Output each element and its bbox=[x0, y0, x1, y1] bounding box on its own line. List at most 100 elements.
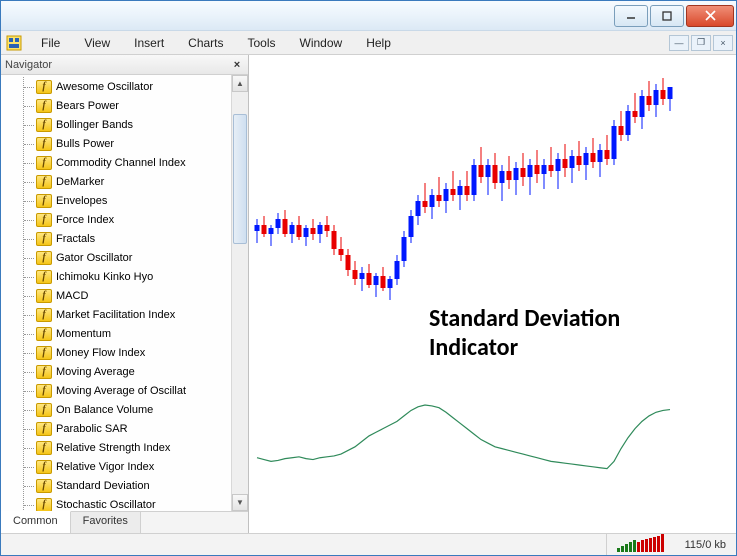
mdi-minimize-button[interactable]: — bbox=[669, 35, 689, 51]
connection-bars-icon bbox=[617, 538, 677, 552]
indicator-label: Bulls Power bbox=[56, 138, 114, 150]
indicator-item[interactable]: f Awesome Oscillator bbox=[24, 77, 231, 96]
indicator-item[interactable]: f Bears Power bbox=[24, 96, 231, 115]
indicator-icon: f bbox=[36, 422, 52, 436]
connection-text: 115/0 kb bbox=[685, 539, 726, 551]
status-connection: 115/0 kb bbox=[606, 534, 736, 555]
menu-file[interactable]: File bbox=[29, 33, 72, 53]
menu-tools[interactable]: Tools bbox=[236, 33, 288, 53]
indicator-icon: f bbox=[36, 251, 52, 265]
chart-canvas bbox=[249, 55, 736, 533]
maximize-button[interactable] bbox=[650, 5, 684, 27]
indicator-icon: f bbox=[36, 498, 52, 512]
indicator-item[interactable]: fGator Oscillator bbox=[24, 248, 231, 267]
indicator-item[interactable]: f On Balance Volume bbox=[24, 400, 231, 419]
indicator-item[interactable]: f Moving Average bbox=[24, 362, 231, 381]
indicator-icon: f bbox=[36, 232, 52, 246]
menu-view[interactable]: View bbox=[72, 33, 122, 53]
indicator-icon: f bbox=[36, 479, 52, 493]
indicator-label: MACD bbox=[56, 290, 88, 302]
indicator-item[interactable]: fMoving Average of Oscillat bbox=[24, 381, 231, 400]
indicator-label: Relative Strength Index bbox=[56, 442, 170, 454]
menu-insert[interactable]: Insert bbox=[122, 33, 176, 53]
indicator-label: On Balance Volume bbox=[56, 404, 153, 416]
statusbar: 115/0 kb bbox=[1, 533, 736, 555]
indicator-icon: f bbox=[36, 80, 52, 94]
indicator-icon: f bbox=[36, 460, 52, 474]
minimize-button[interactable] bbox=[614, 5, 648, 27]
app-icon bbox=[5, 34, 23, 52]
indicator-label: Parabolic SAR bbox=[56, 423, 128, 435]
indicator-item[interactable]: f Parabolic SAR bbox=[24, 419, 231, 438]
indicator-label: Ichimoku Kinko Hyo bbox=[56, 271, 153, 283]
indicator-label: Moving Average bbox=[56, 366, 135, 378]
indicator-label: Fractals bbox=[56, 233, 95, 245]
indicator-label: Market Facilitation Index bbox=[56, 309, 175, 321]
indicator-item[interactable]: fIchimoku Kinko Hyo bbox=[24, 267, 231, 286]
indicator-icon: f bbox=[36, 156, 52, 170]
indicator-label: DeMarker bbox=[56, 176, 104, 188]
navigator-title: Navigator bbox=[5, 59, 52, 71]
indicator-label: Momentum bbox=[56, 328, 111, 340]
indicator-label: Bears Power bbox=[56, 100, 119, 112]
indicator-label: Stochastic Oscillator bbox=[56, 499, 156, 511]
chart-area[interactable]: Standard DeviationIndicator bbox=[249, 55, 736, 533]
indicator-item[interactable]: f Envelopes bbox=[24, 191, 231, 210]
navigator-close-icon[interactable]: × bbox=[230, 58, 244, 72]
indicator-icon: f bbox=[36, 194, 52, 208]
indicator-icon: f bbox=[36, 384, 52, 398]
indicator-icon: f bbox=[36, 327, 52, 341]
indicator-item[interactable]: f Momentum bbox=[24, 324, 231, 343]
menu-help[interactable]: Help bbox=[354, 33, 403, 53]
indicator-label: Awesome Oscillator bbox=[56, 81, 153, 93]
indicator-icon: f bbox=[36, 118, 52, 132]
navigator-panel: Navigator × f Awesome Oscillator f Bears Po… bbox=[1, 55, 249, 533]
indicator-icon: f bbox=[36, 441, 52, 455]
indicator-label: Envelopes bbox=[56, 195, 107, 207]
indicator-item[interactable]: fMACD bbox=[24, 286, 231, 305]
indicator-item[interactable]: f Relative Vigor Index bbox=[24, 457, 231, 476]
indicator-icon: f bbox=[36, 346, 52, 360]
indicator-icon: f bbox=[36, 308, 52, 322]
menu-charts[interactable]: Charts bbox=[176, 33, 235, 53]
navigator-tab-favorites[interactable]: Favorites bbox=[71, 512, 141, 533]
mdi-restore-button[interactable]: ❐ bbox=[691, 35, 711, 51]
chart-overlay-label: Standard DeviationIndicator bbox=[429, 305, 620, 363]
indicator-icon: f bbox=[36, 99, 52, 113]
indicator-item[interactable]: f Standard Deviation bbox=[24, 476, 231, 495]
indicator-label: Bollinger Bands bbox=[56, 119, 133, 131]
menu-window[interactable]: Window bbox=[288, 33, 355, 53]
indicator-item[interactable]: f Bollinger Bands bbox=[24, 115, 231, 134]
indicator-icon: f bbox=[36, 403, 52, 417]
navigator-tabs: CommonFavorites bbox=[1, 511, 248, 533]
indicator-label: Relative Vigor Index bbox=[56, 461, 154, 473]
navigator-header: Navigator × bbox=[1, 55, 248, 75]
close-button[interactable] bbox=[686, 5, 734, 27]
scroll-up-button[interactable]: ▲ bbox=[232, 75, 248, 92]
indicator-item[interactable]: f Money Flow Index bbox=[24, 343, 231, 362]
navigator-tab-common[interactable]: Common bbox=[1, 511, 71, 533]
indicator-item[interactable]: f DeMarker bbox=[24, 172, 231, 191]
indicator-icon: f bbox=[36, 175, 52, 189]
indicator-icon: f bbox=[36, 365, 52, 379]
indicator-label: Standard Deviation bbox=[56, 480, 150, 492]
navigator-scrollbar[interactable]: ▲ ▼ bbox=[231, 75, 248, 511]
titlebar bbox=[1, 1, 736, 31]
scroll-down-button[interactable]: ▼ bbox=[232, 494, 248, 511]
indicator-item[interactable]: f Market Facilitation Index bbox=[24, 305, 231, 324]
indicator-item[interactable]: f Relative Strength Index bbox=[24, 438, 231, 457]
indicator-item[interactable]: f Bulls Power bbox=[24, 134, 231, 153]
indicator-item[interactable]: f Stochastic Oscillator bbox=[24, 495, 231, 511]
mdi-close-button[interactable]: × bbox=[713, 35, 733, 51]
indicator-icon: f bbox=[36, 137, 52, 151]
indicator-item[interactable]: f Fractals bbox=[24, 229, 231, 248]
indicator-label: Money Flow Index bbox=[56, 347, 145, 359]
indicator-item[interactable]: fForce Index bbox=[24, 210, 231, 229]
scroll-thumb[interactable] bbox=[233, 114, 247, 244]
indicator-item[interactable]: f Commodity Channel Index bbox=[24, 153, 231, 172]
menubar: FileViewInsertChartsToolsWindowHelp — ❐ … bbox=[1, 31, 736, 55]
navigator-tree: f Awesome Oscillator f Bears Power f Bollinge… bbox=[11, 75, 231, 511]
indicator-label: Commodity Channel Index bbox=[56, 157, 186, 169]
app-window: FileViewInsertChartsToolsWindowHelp — ❐ … bbox=[0, 0, 737, 556]
scroll-track[interactable] bbox=[232, 92, 248, 494]
